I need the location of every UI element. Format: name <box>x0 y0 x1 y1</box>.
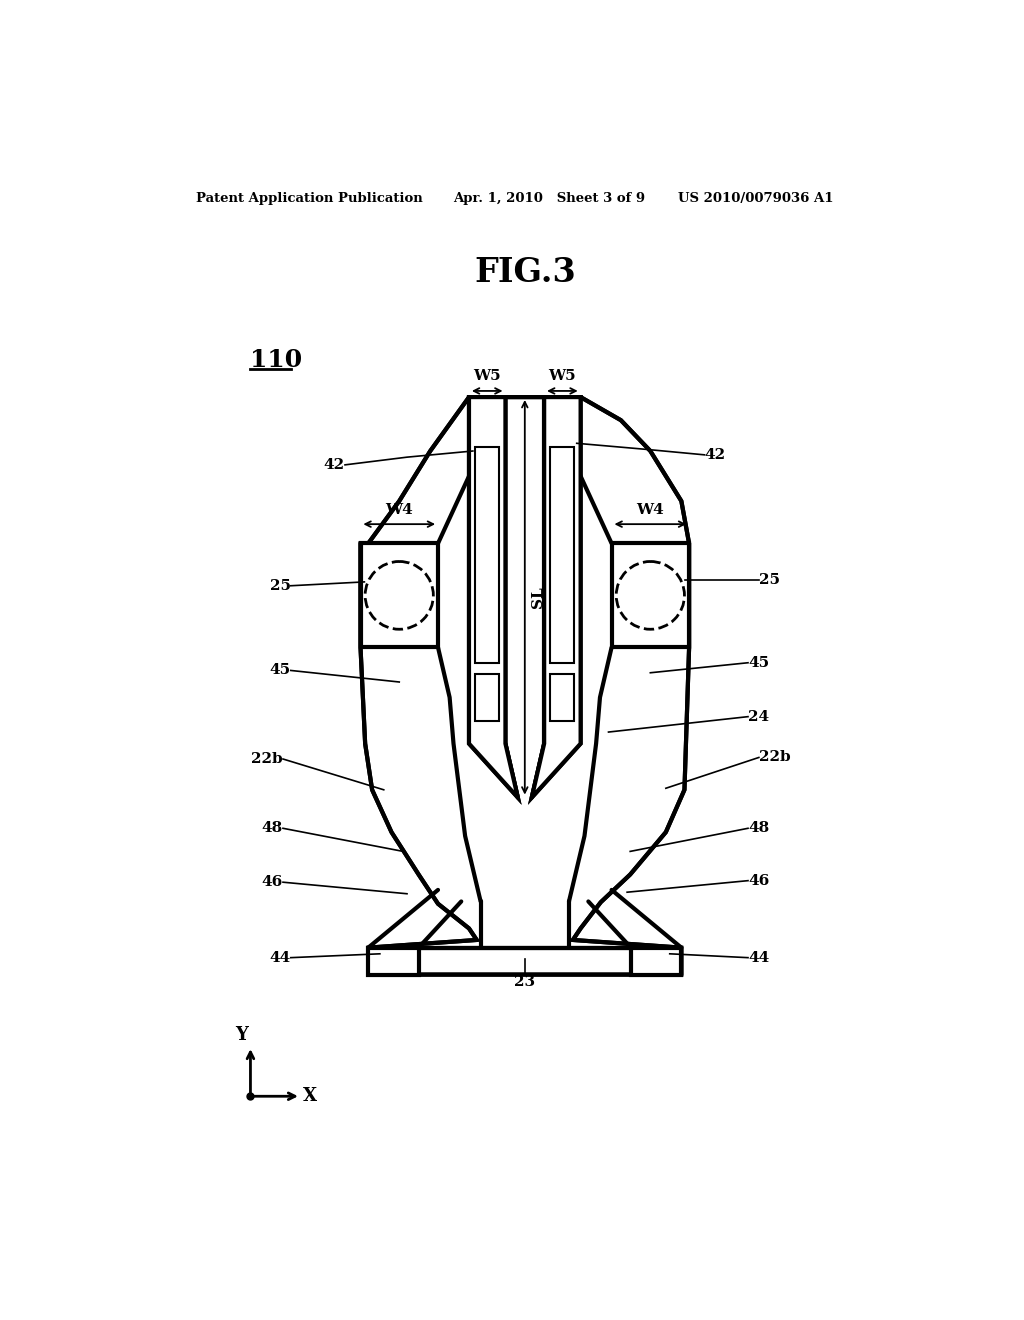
Text: 45: 45 <box>748 656 769 669</box>
Text: 46: 46 <box>748 874 769 887</box>
Text: 25: 25 <box>269 578 291 593</box>
Bar <box>475 447 500 663</box>
Text: 23: 23 <box>514 975 536 989</box>
Polygon shape <box>469 397 518 797</box>
Text: 42: 42 <box>324 458 345 471</box>
Bar <box>475 675 500 721</box>
Text: 48: 48 <box>262 821 283 836</box>
Polygon shape <box>360 397 689 974</box>
Text: 44: 44 <box>269 950 291 965</box>
Text: 42: 42 <box>705 447 726 462</box>
Polygon shape <box>531 397 581 797</box>
Text: 24: 24 <box>748 710 769 723</box>
Text: SL: SL <box>531 586 545 609</box>
Text: 45: 45 <box>269 664 291 677</box>
Text: Y: Y <box>234 1026 248 1044</box>
Bar <box>550 675 574 721</box>
Text: W5: W5 <box>548 368 575 383</box>
Text: Apr. 1, 2010   Sheet 3 of 9: Apr. 1, 2010 Sheet 3 of 9 <box>454 191 645 205</box>
Text: 22b: 22b <box>251 752 283 766</box>
Text: 22b: 22b <box>759 751 791 764</box>
Text: US 2010/0079036 A1: US 2010/0079036 A1 <box>678 191 834 205</box>
Text: FIG.3: FIG.3 <box>474 256 575 289</box>
Text: W5: W5 <box>473 368 501 383</box>
Polygon shape <box>469 397 518 797</box>
Polygon shape <box>531 397 581 797</box>
Text: 44: 44 <box>748 950 769 965</box>
Text: W4: W4 <box>637 503 665 517</box>
Text: 46: 46 <box>262 875 283 890</box>
Bar <box>550 447 574 663</box>
Bar <box>360 544 438 647</box>
Text: Patent Application Publication: Patent Application Publication <box>197 191 423 205</box>
Text: 48: 48 <box>748 821 769 836</box>
Text: X: X <box>303 1088 317 1105</box>
Text: 110: 110 <box>251 348 302 372</box>
Bar <box>611 544 689 647</box>
Polygon shape <box>369 948 681 974</box>
Text: W4: W4 <box>385 503 413 517</box>
Text: 25: 25 <box>759 573 780 587</box>
